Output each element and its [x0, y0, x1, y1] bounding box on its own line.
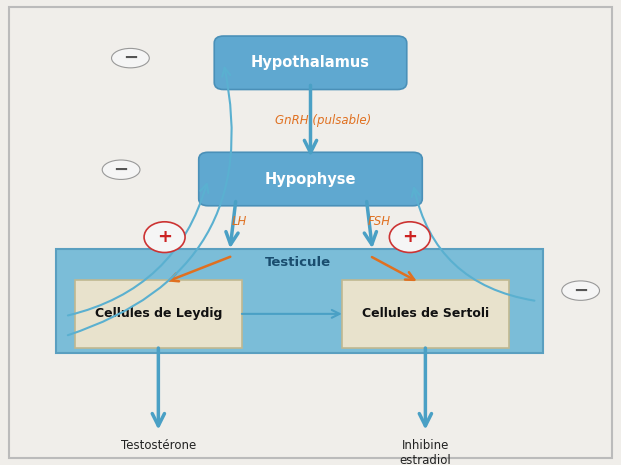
Text: Hypothalamus: Hypothalamus — [251, 55, 370, 70]
Ellipse shape — [102, 160, 140, 179]
Text: Testostérone: Testostérone — [120, 439, 196, 452]
Ellipse shape — [112, 48, 149, 68]
Ellipse shape — [562, 281, 599, 300]
FancyBboxPatch shape — [199, 153, 422, 206]
Text: FSH: FSH — [367, 215, 391, 228]
Text: −: − — [573, 282, 588, 299]
FancyBboxPatch shape — [75, 280, 242, 348]
Text: Testicule: Testicule — [265, 256, 331, 269]
Text: −: − — [123, 49, 138, 67]
FancyBboxPatch shape — [214, 36, 407, 89]
Text: Cellules de Leydig: Cellules de Leydig — [94, 307, 222, 320]
Text: Hypophyse: Hypophyse — [265, 172, 356, 186]
Text: Cellules de Sertoli: Cellules de Sertoli — [362, 307, 489, 320]
Text: LH: LH — [232, 215, 247, 228]
FancyBboxPatch shape — [342, 280, 509, 348]
Text: −: − — [114, 161, 129, 179]
Text: Inhibine
estradiol: Inhibine estradiol — [399, 439, 451, 465]
Text: GnRH (pulsable): GnRH (pulsable) — [275, 114, 371, 127]
Text: +: + — [402, 228, 417, 246]
Circle shape — [389, 222, 430, 252]
Circle shape — [144, 222, 185, 252]
Text: +: + — [157, 228, 172, 246]
FancyBboxPatch shape — [56, 249, 543, 353]
